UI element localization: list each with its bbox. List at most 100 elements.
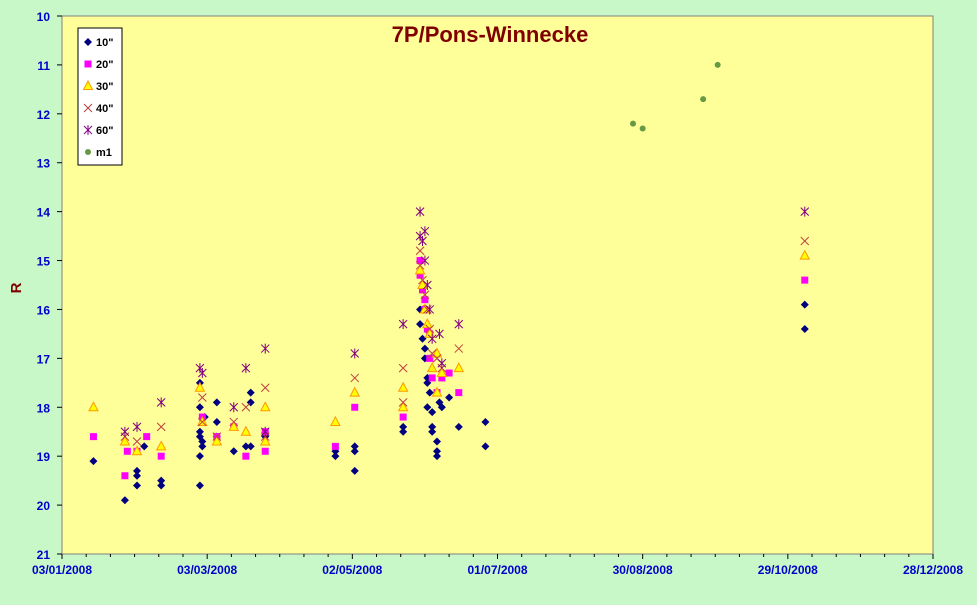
data-point (481, 442, 490, 451)
legend-label: m1 (96, 147, 112, 159)
data-point (416, 320, 425, 329)
data-point (131, 445, 143, 456)
data-points (88, 61, 811, 505)
x-tick-label: 03/03/2008 (177, 563, 237, 577)
data-point (433, 447, 442, 456)
legend-marker (84, 38, 92, 46)
legend-label: 20" (96, 59, 113, 71)
legend-label: 40" (96, 103, 113, 115)
data-point (399, 413, 407, 421)
data-point (438, 374, 446, 382)
legend-marker (85, 149, 91, 155)
data-point (455, 389, 463, 397)
data-point (120, 426, 130, 437)
data-point (196, 415, 208, 426)
data-point (195, 452, 204, 461)
data-point (350, 373, 360, 383)
data-point (198, 442, 207, 451)
y-axis-label: R (8, 282, 25, 293)
data-point (433, 437, 442, 446)
data-point (423, 403, 432, 412)
data-point (259, 401, 271, 412)
data-point (414, 264, 426, 275)
x-tick-label: 03/01/2008 (32, 563, 92, 577)
data-point (331, 442, 339, 450)
data-point (132, 437, 142, 446)
data-point (399, 427, 408, 436)
data-point (431, 347, 443, 358)
data-point (428, 408, 437, 417)
data-point (133, 471, 142, 480)
data-point (416, 257, 424, 265)
data-point (212, 398, 221, 407)
data-point (427, 333, 437, 344)
data-point (350, 348, 360, 359)
data-point (800, 325, 809, 334)
data-point (123, 447, 131, 455)
data-point (331, 452, 340, 461)
data-point (157, 481, 166, 490)
data-point (119, 435, 131, 446)
data-point (801, 276, 809, 284)
data-point (195, 427, 204, 436)
data-point (246, 388, 255, 397)
y-tick-label: 14 (37, 206, 51, 220)
data-point (417, 278, 428, 289)
data-point (194, 381, 206, 392)
data-point (229, 447, 238, 456)
legend-marker (82, 79, 94, 90)
data-point (423, 325, 431, 333)
data-point (799, 249, 811, 260)
legend-marker (84, 60, 92, 68)
data-point (454, 422, 463, 431)
data-point (155, 440, 167, 451)
data-point (88, 401, 99, 412)
y-tick-label: 12 (37, 108, 51, 122)
data-point (422, 280, 432, 290)
data-point (425, 324, 435, 334)
data-point (351, 403, 359, 411)
data-point (197, 393, 207, 402)
data-point (454, 319, 464, 330)
x-tick-label: 01/07/2008 (467, 563, 527, 577)
data-point (398, 398, 408, 407)
x-tick-label: 30/08/2008 (613, 563, 673, 577)
data-point (143, 433, 151, 441)
data-point (350, 442, 359, 451)
data-point (132, 421, 142, 432)
data-point (89, 457, 98, 466)
series-3 (88, 249, 811, 456)
data-point (260, 343, 270, 354)
data-point (418, 235, 427, 246)
data-point (133, 481, 142, 490)
data-point (259, 435, 271, 446)
data-point (420, 255, 430, 266)
y-tick-label: 19 (37, 450, 51, 464)
data-point (629, 120, 636, 127)
data-point (420, 290, 430, 300)
y-tick-label: 10 (37, 10, 51, 24)
y-tick-label: 21 (37, 548, 51, 562)
data-point (197, 368, 207, 379)
data-point (454, 344, 464, 353)
data-point (453, 362, 465, 373)
data-point (433, 452, 442, 461)
data-point (420, 226, 430, 237)
data-point (260, 383, 270, 393)
data-point (397, 381, 409, 392)
y-tick-label: 16 (37, 303, 51, 317)
data-point (800, 206, 810, 217)
data-point (426, 362, 438, 373)
data-point (89, 433, 97, 441)
series-1 (89, 300, 809, 505)
legend-label: 10" (96, 37, 113, 49)
x-tick-label: 29/10/2008 (758, 563, 818, 577)
data-point (445, 369, 453, 377)
data-point (198, 437, 207, 446)
data-point (241, 402, 251, 412)
data-point (415, 206, 425, 217)
y-axis: 10 11 12 13 14 15 16 17 18 19 20 21 (37, 10, 62, 562)
data-point (425, 388, 434, 397)
chart-title: 7P/Pons-Winnecke (392, 22, 589, 47)
data-point (437, 403, 446, 412)
